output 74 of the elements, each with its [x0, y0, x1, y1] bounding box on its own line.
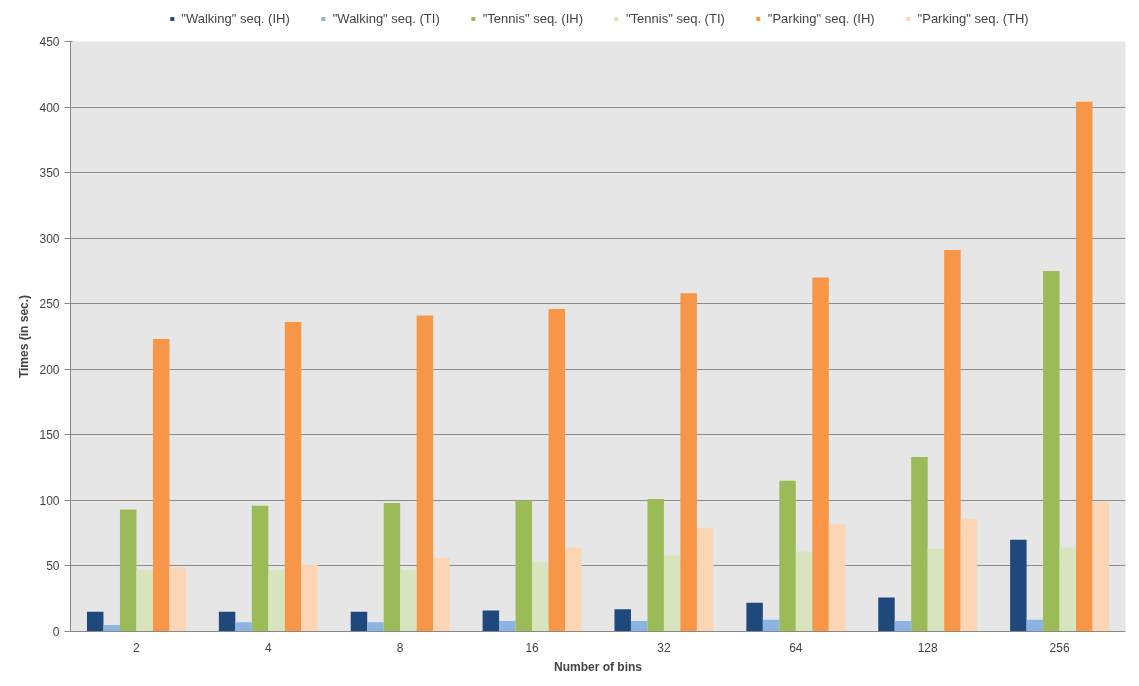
bar	[169, 567, 186, 632]
x-tick-label: 128	[917, 640, 939, 655]
bar	[251, 505, 269, 632]
legend-label: "Tennis" seq. (TI)	[626, 10, 725, 26]
bar	[119, 509, 137, 632]
bar	[103, 624, 120, 632]
y-tick-label: 100	[39, 493, 60, 508]
bar	[152, 339, 170, 632]
x-tick-label: 4	[264, 640, 272, 655]
bar	[878, 597, 895, 632]
y-tick-label: 250	[39, 297, 60, 312]
bar	[795, 551, 813, 632]
bar	[565, 547, 582, 632]
bar	[944, 249, 961, 632]
y-tick-label: 50	[46, 559, 60, 574]
bar	[301, 564, 318, 632]
x-tick-label: 2	[133, 640, 141, 655]
y-tick-label: 0	[52, 625, 60, 639]
bar	[218, 611, 236, 632]
y-tick-label: 350	[39, 166, 60, 181]
bar	[548, 308, 566, 632]
y-tick-label: 300	[39, 231, 60, 246]
x-tick-label: 256	[1049, 640, 1070, 655]
y-tick-label: 450	[39, 35, 60, 49]
bar	[1043, 270, 1060, 632]
bar	[1010, 539, 1027, 632]
x-axis-title: Number of bins	[554, 659, 643, 674]
bar	[1026, 619, 1044, 632]
x-tick-label: 8	[396, 640, 404, 655]
bar	[1076, 101, 1093, 632]
bar	[1092, 501, 1110, 632]
x-tick-label: 16	[525, 640, 540, 655]
bar	[367, 622, 384, 632]
y-tick-label: 400	[39, 100, 60, 115]
bar	[350, 611, 368, 632]
legend-label: "Walking" seq. (IH)	[181, 10, 290, 26]
y-axis-title: Times (in sec.)	[17, 294, 32, 379]
bar	[894, 621, 912, 632]
bar	[1059, 547, 1077, 632]
bar	[812, 277, 829, 632]
bar	[614, 609, 631, 632]
legend-label: "Parking" seq. (TH)	[917, 10, 1029, 26]
x-tick-label: 32	[657, 640, 671, 655]
bar	[235, 622, 252, 632]
bar	[482, 610, 500, 632]
bar	[433, 558, 450, 632]
y-tick-label: 200	[39, 362, 60, 377]
bar	[696, 527, 714, 632]
bar	[532, 562, 549, 632]
bar	[960, 518, 978, 632]
bar	[762, 619, 780, 632]
y-tick-label: 150	[39, 428, 60, 443]
bar	[746, 602, 763, 632]
bar	[828, 523, 846, 632]
bar	[680, 293, 697, 632]
bar	[663, 555, 681, 632]
bar	[647, 499, 664, 632]
bar	[927, 548, 945, 632]
bar	[630, 621, 648, 632]
bar	[515, 500, 533, 632]
bar	[499, 621, 516, 632]
bar	[86, 611, 104, 632]
legend-label: "Walking" seq. (TI)	[332, 10, 440, 26]
bar	[383, 503, 401, 632]
legend-label: "Parking" seq. (IH)	[767, 10, 875, 26]
bar	[911, 457, 928, 632]
bar	[268, 569, 285, 632]
legend-label: "Tennis" seq. (IH)	[482, 10, 584, 26]
bar	[416, 315, 434, 632]
bar	[779, 480, 796, 632]
bar	[284, 322, 302, 632]
x-tick-label: 64	[789, 640, 803, 655]
bar	[136, 569, 153, 632]
bar	[400, 569, 417, 632]
